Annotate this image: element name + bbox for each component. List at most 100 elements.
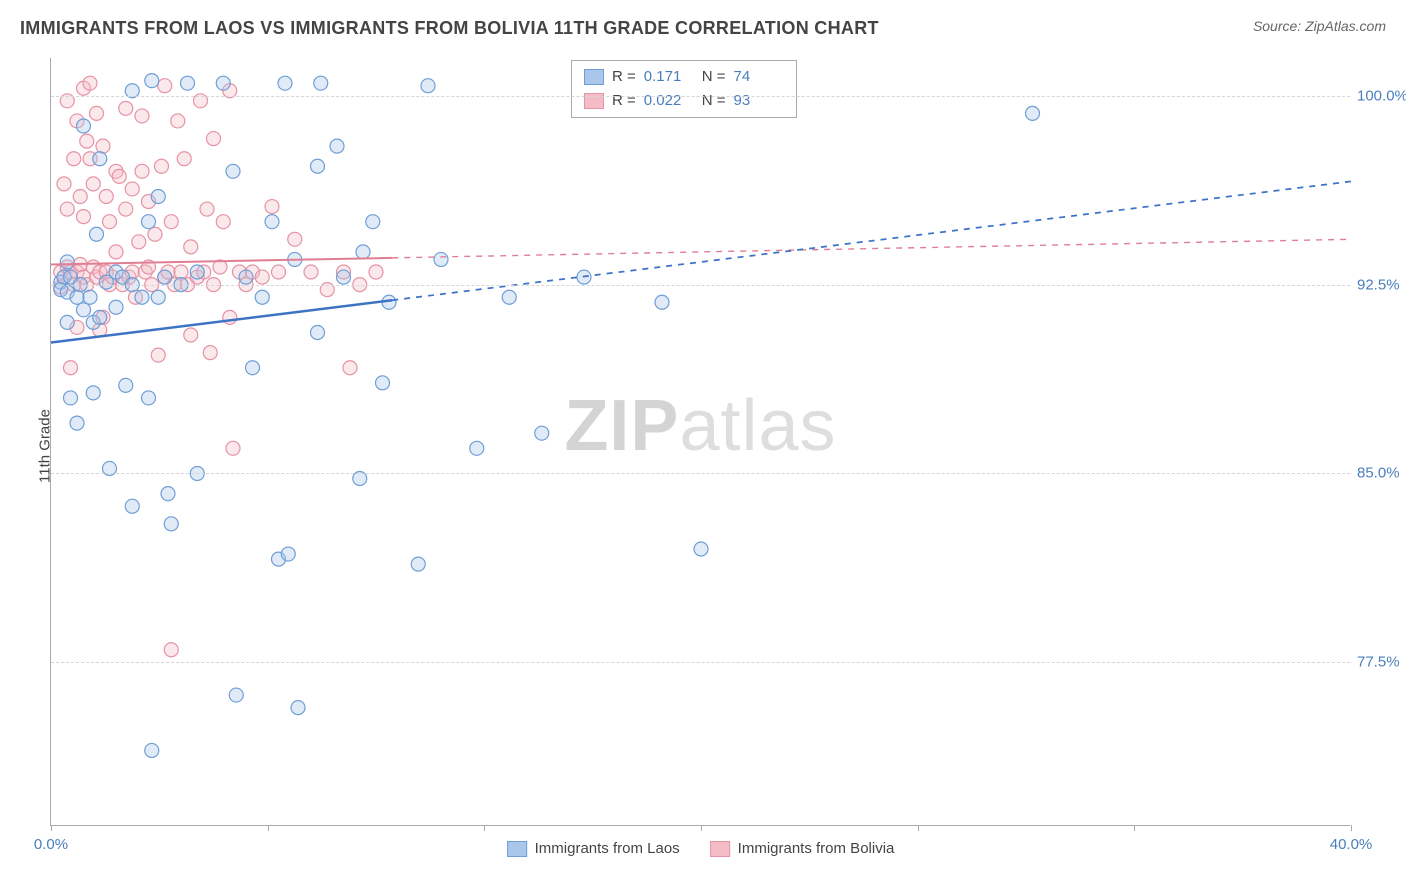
data-point — [64, 391, 78, 405]
data-point — [119, 101, 133, 115]
data-point — [177, 152, 191, 166]
legend-swatch — [710, 841, 730, 857]
data-point — [125, 499, 139, 513]
data-point — [190, 265, 204, 279]
data-point — [226, 164, 240, 178]
data-point — [694, 542, 708, 556]
x-tick — [51, 825, 52, 831]
gridline — [51, 96, 1350, 97]
data-point — [181, 76, 195, 90]
n-value: 93 — [734, 89, 784, 113]
gridline — [51, 473, 1350, 474]
trend-line-dashed — [392, 239, 1351, 258]
data-point — [77, 303, 91, 317]
data-point — [216, 76, 230, 90]
data-point — [70, 290, 84, 304]
data-point — [142, 215, 156, 229]
data-point — [288, 232, 302, 246]
x-tick — [1351, 825, 1352, 831]
gridline — [51, 662, 1350, 663]
legend-label: Immigrants from Bolivia — [738, 840, 895, 857]
data-point — [337, 270, 351, 284]
data-point — [502, 290, 516, 304]
data-point — [96, 139, 110, 153]
data-point — [200, 202, 214, 216]
y-tick-label: 100.0% — [1357, 87, 1406, 104]
data-point — [135, 109, 149, 123]
n-label: N = — [702, 89, 726, 113]
data-point — [203, 346, 217, 360]
chart-title: IMMIGRANTS FROM LAOS VS IMMIGRANTS FROM … — [20, 18, 879, 39]
data-point — [184, 240, 198, 254]
data-point — [60, 315, 74, 329]
data-point — [109, 245, 123, 259]
legend-item: Immigrants from Laos — [507, 840, 680, 857]
r-value: 0.022 — [644, 89, 694, 113]
data-point — [103, 215, 117, 229]
data-point — [148, 227, 162, 241]
data-point — [272, 265, 286, 279]
x-tick — [268, 825, 269, 831]
data-point — [246, 361, 260, 375]
data-point — [535, 426, 549, 440]
n-value: 74 — [734, 65, 784, 89]
data-point — [93, 152, 107, 166]
data-point — [265, 215, 279, 229]
data-point — [255, 270, 269, 284]
data-point — [311, 325, 325, 339]
data-point — [86, 177, 100, 191]
data-point — [255, 290, 269, 304]
data-point — [73, 189, 87, 203]
x-tick — [918, 825, 919, 831]
data-point — [135, 164, 149, 178]
plot-svg — [51, 58, 1350, 825]
x-tick — [701, 825, 702, 831]
data-point — [281, 547, 295, 561]
data-point — [369, 265, 383, 279]
y-tick-label: 92.5% — [1357, 276, 1406, 293]
data-point — [77, 119, 91, 133]
n-label: N = — [702, 65, 726, 89]
legend-stat-row: R =0.022N =93 — [584, 89, 784, 113]
data-point — [1026, 106, 1040, 120]
data-point — [164, 215, 178, 229]
data-point — [304, 265, 318, 279]
data-point — [135, 290, 149, 304]
data-point — [151, 290, 165, 304]
data-point — [265, 200, 279, 214]
data-point — [151, 348, 165, 362]
data-point — [411, 557, 425, 571]
data-point — [60, 202, 74, 216]
data-point — [155, 159, 169, 173]
data-point — [174, 265, 188, 279]
data-point — [90, 106, 104, 120]
data-point — [57, 177, 71, 191]
data-point — [161, 487, 175, 501]
data-point — [83, 76, 97, 90]
data-point — [223, 310, 237, 324]
data-point — [151, 189, 165, 203]
data-point — [119, 378, 133, 392]
data-point — [421, 79, 435, 93]
data-point — [132, 235, 146, 249]
data-point — [184, 328, 198, 342]
data-point — [90, 227, 104, 241]
data-point — [109, 300, 123, 314]
data-point — [164, 643, 178, 657]
legend-swatch — [507, 841, 527, 857]
data-point — [171, 114, 185, 128]
data-point — [311, 159, 325, 173]
data-point — [60, 255, 74, 269]
x-tick — [1134, 825, 1135, 831]
chart-header: IMMIGRANTS FROM LAOS VS IMMIGRANTS FROM … — [20, 18, 1386, 39]
data-point — [119, 202, 133, 216]
r-label: R = — [612, 65, 636, 89]
data-point — [655, 295, 669, 309]
data-point — [158, 270, 172, 284]
data-point — [366, 215, 380, 229]
data-point — [145, 743, 159, 757]
x-tick — [484, 825, 485, 831]
data-point — [142, 391, 156, 405]
stats-legend: R =0.171N =74R =0.022N =93 — [571, 60, 797, 118]
data-point — [291, 701, 305, 715]
